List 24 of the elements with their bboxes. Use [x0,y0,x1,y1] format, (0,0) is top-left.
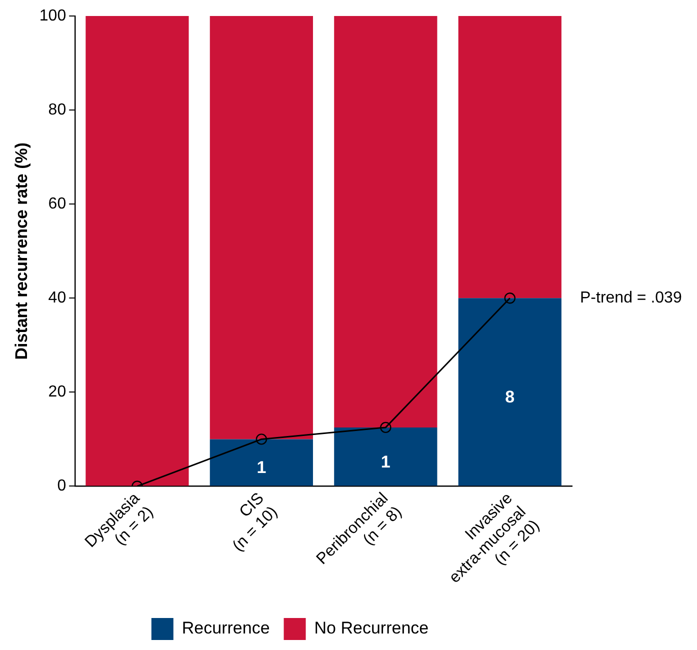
y-tick-label: 100 [39,7,66,24]
legend-label: No Recurrence [314,618,429,638]
bar [210,16,313,440]
bar [334,16,438,428]
y-tick-label: 0 [57,478,66,495]
point [380,422,392,434]
legend-label: Recurrence [182,618,270,638]
y-tick-label: 40 [48,290,66,307]
bar [458,16,562,298]
bar [210,439,313,486]
text: P-trend = .039 [580,290,682,307]
point [504,292,516,304]
y-tick-label: 60 [48,195,66,212]
x-tick-label: CIS (n = 10) [230,490,281,555]
annotation: 1 [380,452,390,472]
y-tick-label: 20 [48,384,66,401]
annotation: 8 [505,388,515,407]
y-tick-label: 80 [48,101,66,118]
bar [458,298,562,486]
bar [86,16,189,486]
bar [334,427,438,486]
annotation: 1 [256,458,266,478]
y-axis-title: Distant recurrence rate (%) [12,142,31,360]
point [256,434,268,445]
